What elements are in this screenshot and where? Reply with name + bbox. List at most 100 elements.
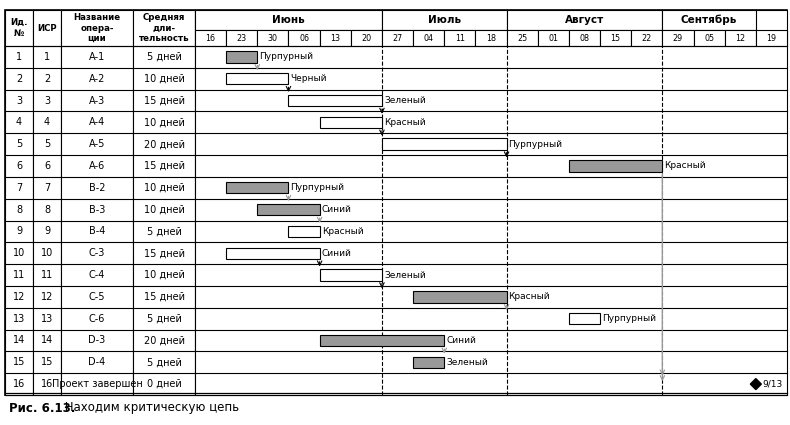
Bar <box>631 30 662 46</box>
Text: Красный: Красный <box>384 118 426 127</box>
Text: Зеленый: Зеленый <box>446 358 488 367</box>
Text: 8: 8 <box>16 204 22 215</box>
Bar <box>569 313 600 324</box>
Bar <box>724 30 756 46</box>
Text: 15 дней: 15 дней <box>144 161 185 171</box>
Text: 11: 11 <box>13 270 25 280</box>
Polygon shape <box>750 379 762 390</box>
Text: 10 дней: 10 дней <box>144 74 184 84</box>
Text: С-3: С-3 <box>88 248 105 258</box>
Text: Пурпурный: Пурпурный <box>259 52 314 61</box>
Text: 6: 6 <box>44 161 50 171</box>
Bar <box>694 30 724 46</box>
Text: 13: 13 <box>330 34 340 43</box>
Text: А-6: А-6 <box>88 161 105 171</box>
Text: Красный: Красный <box>664 162 706 170</box>
Bar <box>226 247 320 259</box>
Bar <box>258 204 320 215</box>
Bar <box>195 10 382 30</box>
Text: 12: 12 <box>41 292 53 302</box>
Text: 10 дней: 10 дней <box>144 183 184 193</box>
Text: А-4: А-4 <box>88 117 105 128</box>
Text: 16: 16 <box>13 379 25 389</box>
Text: Июнь: Июнь <box>272 15 305 25</box>
Text: 9/13: 9/13 <box>763 380 783 388</box>
Bar <box>226 51 258 62</box>
Text: 20 дней: 20 дней <box>144 139 185 149</box>
Text: 0 дней: 0 дней <box>147 379 182 389</box>
Text: 6: 6 <box>16 161 22 171</box>
Text: Зеленый: Зеленый <box>384 271 426 280</box>
Text: 16: 16 <box>205 34 216 43</box>
Text: 5 дней: 5 дней <box>147 52 182 62</box>
Bar <box>195 30 226 46</box>
Text: Черный: Черный <box>291 74 327 83</box>
Text: 22: 22 <box>641 34 652 43</box>
Bar <box>351 30 382 46</box>
Text: 9: 9 <box>44 227 50 236</box>
Text: В-3: В-3 <box>88 204 105 215</box>
Text: 10 дней: 10 дней <box>144 204 184 215</box>
Bar <box>413 30 444 46</box>
Text: 4: 4 <box>16 117 22 128</box>
Bar <box>226 182 288 193</box>
Text: 04: 04 <box>423 34 434 43</box>
Text: Ид.
№: Ид. № <box>10 18 28 38</box>
Text: 08: 08 <box>580 34 589 43</box>
Text: Находим критическую цепь: Находим критическую цепь <box>61 402 239 414</box>
Text: 12: 12 <box>13 292 25 302</box>
Bar <box>288 30 320 46</box>
Bar <box>320 335 444 346</box>
Bar <box>506 10 662 30</box>
Text: 01: 01 <box>548 34 559 43</box>
Text: Июль: Июль <box>427 15 461 25</box>
Text: 2: 2 <box>16 74 22 84</box>
Text: 14: 14 <box>13 335 25 346</box>
Bar <box>195 10 787 395</box>
Text: А-2: А-2 <box>88 74 105 84</box>
Bar <box>569 160 662 172</box>
Bar <box>662 10 756 30</box>
Text: 10: 10 <box>13 248 25 258</box>
Text: Зеленый: Зеленый <box>384 96 426 105</box>
Text: D-3: D-3 <box>88 335 106 346</box>
Text: С-4: С-4 <box>88 270 105 280</box>
Text: Пурпурный: Пурпурный <box>602 314 656 323</box>
Bar <box>288 226 320 237</box>
Bar <box>258 30 288 46</box>
Text: 15 дней: 15 дней <box>144 292 185 302</box>
Text: Красный: Красный <box>322 227 363 236</box>
Text: ИСР: ИСР <box>37 23 57 32</box>
Bar <box>413 357 444 368</box>
Bar <box>320 269 382 280</box>
Bar <box>320 117 382 128</box>
Bar <box>476 30 506 46</box>
Bar <box>320 30 351 46</box>
Bar <box>33 10 61 395</box>
Text: 05: 05 <box>704 34 714 43</box>
Text: 13: 13 <box>13 314 25 324</box>
Text: 11: 11 <box>41 270 53 280</box>
Text: 12: 12 <box>735 34 745 43</box>
Text: 4: 4 <box>44 117 50 128</box>
Text: А-1: А-1 <box>88 52 105 62</box>
Text: 3: 3 <box>44 96 50 105</box>
Text: 15: 15 <box>611 34 621 43</box>
Text: 30: 30 <box>268 34 278 43</box>
Text: Красный: Красный <box>509 292 550 301</box>
Text: 10 дней: 10 дней <box>144 117 184 128</box>
Bar <box>756 30 787 46</box>
Text: 15 дней: 15 дней <box>144 248 185 258</box>
Text: 16: 16 <box>41 379 53 389</box>
Bar <box>288 95 382 106</box>
Bar <box>538 30 569 46</box>
Bar <box>226 30 258 46</box>
Text: Средняя
дли-
тельность: Средняя дли- тельность <box>139 13 190 43</box>
Text: 5: 5 <box>16 139 22 149</box>
Text: 20 дней: 20 дней <box>144 335 185 346</box>
Text: 27: 27 <box>393 34 403 43</box>
Text: 18: 18 <box>486 34 496 43</box>
Bar <box>382 30 413 46</box>
Bar <box>444 30 476 46</box>
Bar <box>662 30 694 46</box>
